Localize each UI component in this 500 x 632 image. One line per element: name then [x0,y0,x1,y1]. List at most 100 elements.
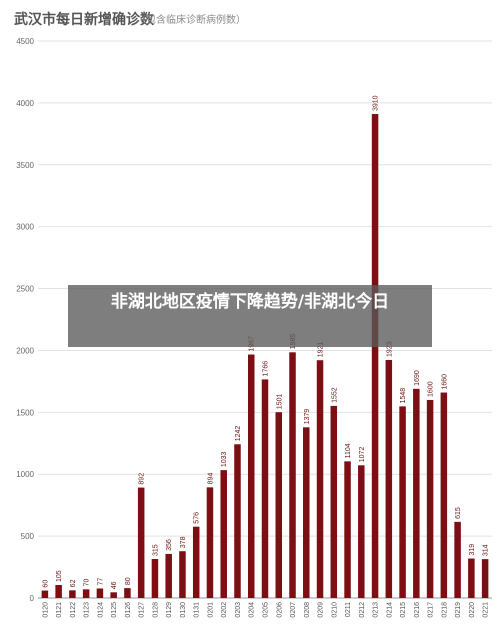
data-label: 378 [180,536,187,548]
data-label: 894 [207,473,214,485]
bar [344,461,351,598]
y-tick-label: 4000 [16,99,34,108]
x-tick-label: 0218 [441,602,448,618]
bar [220,470,227,598]
bar [110,592,117,598]
bar [206,487,214,598]
x-tick-label: 0212 [359,602,366,618]
bar [165,553,172,598]
bar [454,521,461,598]
x-tick-label: 0130 [180,602,187,618]
x-tick-label: 0210 [331,602,338,618]
x-axis: 0120 0121 0122 0123 0124 0125 0126 0127 0128 0129… [42,602,489,618]
x-tick-label: 0124 [97,602,104,618]
bar [316,360,324,598]
y-tick-label: 500 [21,532,35,541]
data-label: 77 [97,578,104,586]
y-tick-label: 0 [30,594,35,603]
x-tick-label: 0219 [455,602,462,618]
x-tick-label: 0126 [125,602,132,618]
x-tick-label: 0204 [249,602,256,618]
bar [234,444,241,598]
x-tick-label: 0201 [207,602,214,618]
x-tick-label: 0217 [428,602,435,618]
data-label: 1072 [359,447,366,463]
y-tick-label: 2000 [16,346,34,355]
bar [385,359,393,598]
data-label: 1552 [331,387,338,403]
bar [192,526,200,598]
x-tick-label: 0205 [263,602,270,618]
bar [303,427,310,598]
data-label: 319 [469,544,476,556]
data-label: 314 [483,544,490,556]
y-tick-label: 3000 [16,223,34,232]
x-tick-label: 0216 [414,602,421,618]
y-tick-label: 1500 [16,408,34,417]
bar [481,559,489,598]
bar [413,388,420,598]
bar [289,352,296,598]
data-label: 576 [194,512,201,524]
x-tick-label: 0122 [70,602,77,618]
x-tick-label: 0215 [400,602,407,618]
bar [399,406,406,598]
data-label: 62 [70,579,77,587]
bar [261,379,269,598]
bar [82,589,90,598]
data-label: 1501 [276,394,283,410]
x-tick-label: 0207 [290,602,297,618]
data-label: 1548 [400,388,407,404]
x-tick-label: 0209 [318,602,325,618]
bar [371,114,379,598]
x-tick-label: 0220 [469,602,476,618]
x-tick-label: 0129 [166,602,173,618]
bar [96,588,104,598]
data-label: 1660 [441,374,448,390]
x-tick-label: 0125 [111,602,118,618]
data-label: 892 [139,473,146,485]
x-tick-label: 0127 [139,602,146,618]
bar [179,551,186,598]
data-label: 60 [42,580,49,588]
data-label: 1923 [386,341,393,357]
data-label: 1033 [221,451,228,467]
data-label: 70 [84,578,91,586]
data-label: 1921 [318,342,325,358]
y-tick-label: 2500 [16,285,34,294]
chart-title: 武汉市每日新增确诊数 [14,11,155,28]
bar [69,590,76,598]
x-tick-label: 0221 [483,602,490,618]
bar [124,588,131,598]
data-label: 105 [56,570,63,582]
y-axis: 0 500 1000 1500 2000 2500 3000 3500 4000 4500 [16,37,34,603]
data-label: 1766 [263,361,270,377]
x-tick-label: 0213 [373,602,380,618]
data-label: 1242 [235,426,242,442]
bar [55,585,62,598]
bar [440,392,448,598]
bar [41,590,49,598]
data-label: 80 [125,577,132,585]
data-label: 1379 [304,409,311,425]
x-tick-label: 0214 [386,602,393,618]
data-label: 356 [166,539,173,551]
bar [330,405,338,598]
data-label: 1600 [428,381,435,397]
data-label: 3910 [373,95,380,111]
data-label: 46 [111,581,118,589]
x-tick-label: 0121 [56,602,63,618]
x-tick-label: 0203 [235,602,242,618]
bar [426,399,434,598]
bar [151,559,159,598]
bars [41,114,489,598]
bar [137,487,145,598]
x-tick-label: 0120 [42,602,49,618]
x-tick-label: 0202 [221,602,228,618]
x-tick-label: 0211 [345,602,352,617]
data-label: 1690 [414,370,421,386]
data-label: 315 [152,544,159,556]
bar [247,354,255,598]
y-tick-label: 1000 [16,470,34,479]
